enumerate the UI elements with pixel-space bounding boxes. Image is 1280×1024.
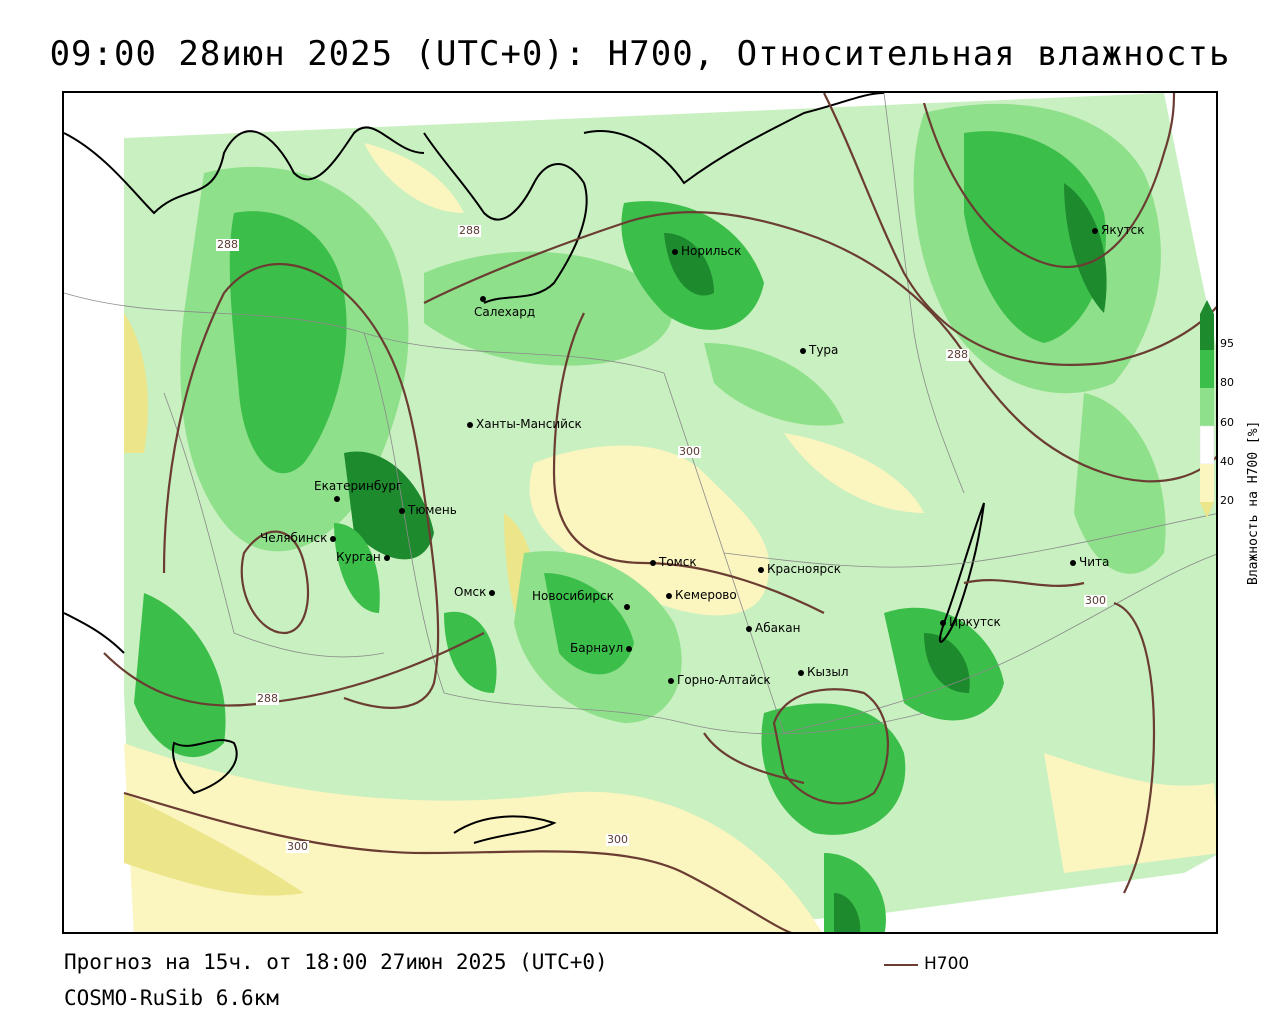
dry-area (529, 445, 770, 616)
city-salekhard (480, 291, 489, 305)
humid-area (444, 611, 497, 693)
city-dot (489, 589, 496, 596)
contour-label: 288 (256, 692, 279, 705)
coastline (64, 126, 425, 215)
city-dot (798, 669, 804, 676)
humidity-field (64, 93, 1216, 932)
scale-tick: 60 (1220, 416, 1234, 429)
city-dot (467, 421, 473, 428)
humid-area (544, 573, 634, 675)
city-novosibirsk-dot (624, 599, 633, 613)
city-barnaul: Барнаул (570, 641, 635, 655)
forecast-info: Прогноз на 15ч. от 18:00 27июн 2025 (UTC… (64, 950, 608, 974)
coastline (453, 815, 557, 844)
humid-area (834, 893, 861, 932)
city-dot (940, 619, 946, 626)
scale-tick: 40 (1220, 455, 1234, 468)
dry-area (1044, 753, 1216, 873)
city-tyumen: Тюмень (399, 503, 457, 517)
dry-area (124, 313, 148, 453)
humid-area (761, 703, 906, 835)
city-dot (626, 645, 633, 652)
coastline (423, 132, 588, 304)
model-name: COSMO-RuSib 6.6км (64, 986, 279, 1010)
dry-area (124, 743, 822, 932)
city-gorno-altaysk: Горно-Алтайск (668, 673, 771, 687)
city-dot (666, 592, 672, 599)
coastline (583, 93, 885, 185)
city-dot (399, 507, 405, 514)
city-dot (758, 566, 764, 573)
city-dot (1092, 227, 1098, 234)
coastline (172, 739, 238, 795)
contour-legend-line (884, 964, 918, 966)
humid-area (704, 343, 844, 426)
city-yekaterinburg-label: Екатеринбург (314, 479, 403, 493)
city-tomsk: Томск (650, 555, 697, 569)
contour-label: 288 (946, 348, 969, 361)
scale-tick: 95 (1220, 337, 1234, 350)
humid-area (334, 523, 380, 613)
city-dot (480, 295, 486, 302)
contour-label: 300 (678, 445, 701, 458)
contour-label: 288 (458, 224, 481, 237)
city-dot (624, 603, 630, 610)
city-kemerovo: Кемерово (666, 588, 737, 602)
weather-map: 288 288 288 300 288 300 300 300 Якутск Н… (62, 91, 1218, 934)
city-dot (672, 248, 678, 255)
dry-area (784, 433, 924, 513)
humid-area (424, 251, 673, 366)
city-dot (746, 625, 752, 632)
contour-label: 288 (216, 238, 239, 251)
city-dot (330, 535, 337, 542)
contour-legend-label: H700 (924, 954, 970, 974)
contour-label: 300 (1084, 594, 1107, 607)
city-salekhard-label: Салехард (474, 305, 536, 319)
contour-label: 300 (606, 833, 629, 846)
city-novosibirsk: Новосибирск (532, 589, 614, 603)
no-data-area (1164, 93, 1216, 346)
city-omsk: Омск (454, 585, 498, 599)
scale-tick: 20 (1220, 494, 1234, 507)
humid-area (924, 633, 970, 693)
city-dot (800, 347, 806, 354)
dry-area (364, 143, 464, 213)
city-irkutsk: Иркутск (940, 615, 1001, 629)
dry-area (124, 793, 304, 896)
city-khanty-mansiysk: Ханты-Мансийск (467, 417, 582, 431)
city-dot (334, 495, 340, 502)
humid-area (134, 593, 226, 758)
city-dot (383, 554, 390, 561)
city-yekaterinburg (334, 491, 343, 505)
humidity-color-scale (1199, 300, 1215, 518)
coastline (64, 612, 125, 654)
scale-label: Влажность на H700 [%] (1246, 420, 1261, 585)
coastline (938, 502, 985, 643)
scale-tick: 80 (1220, 376, 1234, 389)
city-chelyabinsk: Челябинск (260, 531, 339, 545)
map-title: 09:00 28июн 2025 (UTC+0): H700, Относите… (49, 34, 1231, 74)
city-tura: Тура (800, 343, 838, 357)
humid-area (229, 211, 347, 474)
city-dot (668, 677, 674, 684)
humid-area (1074, 393, 1166, 574)
city-abakan: Абакан (746, 621, 800, 635)
city-yakutsk: Якутск (1092, 223, 1145, 237)
city-dot (650, 559, 656, 566)
contour-label: 300 (286, 840, 309, 853)
city-dot (1070, 559, 1076, 566)
city-krasnoyarsk: Красноярск (758, 562, 841, 576)
humid-area (964, 131, 1106, 343)
city-chita: Чита (1070, 555, 1109, 569)
city-kyzyl: Кызыл (798, 665, 849, 679)
humid-area (1064, 183, 1107, 313)
city-norilsk: Норильск (672, 244, 741, 258)
humid-area (344, 451, 434, 560)
city-kurgan: Курган (336, 550, 393, 564)
